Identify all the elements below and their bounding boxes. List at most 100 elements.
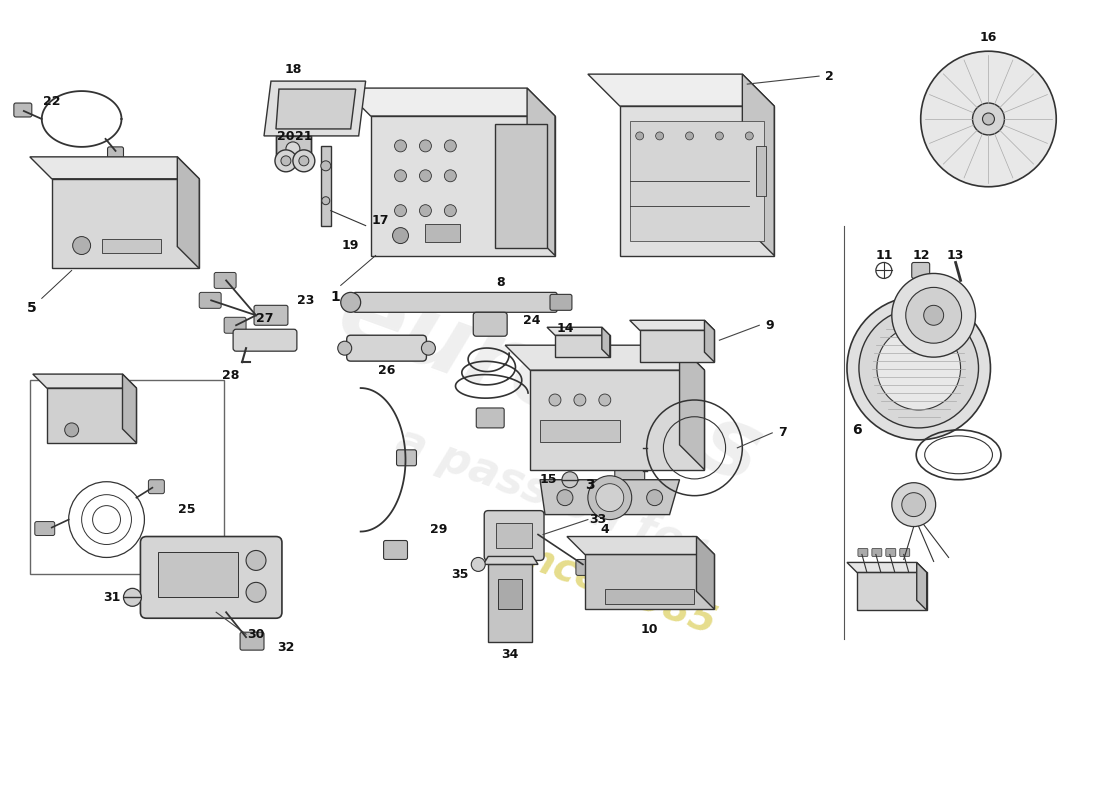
Polygon shape [527, 88, 556, 255]
Circle shape [299, 156, 309, 166]
Bar [426, 224, 460, 242]
Circle shape [859, 308, 979, 428]
FancyBboxPatch shape [396, 450, 417, 466]
Polygon shape [619, 106, 774, 255]
Circle shape [444, 205, 456, 217]
Polygon shape [540, 480, 680, 514]
Text: 34: 34 [502, 648, 519, 661]
Circle shape [471, 558, 485, 571]
Polygon shape [916, 562, 926, 610]
Text: 32: 32 [277, 641, 295, 654]
Text: 6: 6 [852, 423, 861, 437]
Circle shape [574, 394, 586, 406]
Bar [158, 553, 238, 598]
Polygon shape [343, 88, 556, 116]
Polygon shape [33, 374, 136, 388]
Polygon shape [47, 388, 136, 443]
Text: 24: 24 [524, 314, 541, 326]
Text: 16: 16 [980, 30, 998, 44]
Circle shape [65, 423, 78, 437]
Text: 11: 11 [876, 249, 892, 262]
Text: since 1985: since 1985 [488, 526, 722, 642]
FancyBboxPatch shape [615, 438, 645, 458]
Text: 23: 23 [297, 294, 315, 307]
Polygon shape [547, 327, 609, 335]
Text: 4: 4 [601, 523, 609, 536]
Text: 17: 17 [372, 214, 389, 227]
Circle shape [419, 170, 431, 182]
FancyBboxPatch shape [484, 510, 544, 561]
Polygon shape [276, 89, 355, 129]
Circle shape [395, 140, 407, 152]
Bar [488, 565, 532, 642]
Circle shape [444, 170, 456, 182]
FancyBboxPatch shape [912, 262, 930, 278]
Text: 25: 25 [177, 503, 195, 516]
Text: 26: 26 [378, 364, 395, 377]
Bar [496, 522, 532, 549]
Polygon shape [177, 157, 199, 269]
Text: a passion for: a passion for [389, 420, 711, 571]
Text: 2: 2 [825, 70, 834, 82]
Circle shape [596, 484, 624, 512]
Circle shape [421, 342, 436, 355]
Text: 31: 31 [102, 591, 120, 604]
Circle shape [715, 132, 724, 140]
FancyBboxPatch shape [233, 330, 297, 351]
Text: 30: 30 [248, 628, 265, 641]
Circle shape [892, 482, 936, 526]
Text: 8: 8 [496, 276, 505, 289]
FancyBboxPatch shape [199, 292, 221, 308]
Circle shape [321, 161, 331, 170]
Bar [321, 146, 331, 226]
FancyBboxPatch shape [550, 294, 572, 310]
Text: 27: 27 [256, 312, 274, 325]
Circle shape [598, 394, 611, 406]
Text: 18: 18 [284, 62, 301, 76]
Text: 3: 3 [585, 478, 595, 492]
Polygon shape [704, 320, 714, 362]
Circle shape [685, 132, 693, 140]
Text: 9: 9 [764, 318, 773, 332]
FancyBboxPatch shape [214, 273, 236, 288]
Text: 21: 21 [295, 130, 312, 143]
Circle shape [338, 342, 352, 355]
FancyBboxPatch shape [141, 537, 282, 618]
Circle shape [972, 103, 1004, 135]
Text: 14: 14 [557, 322, 574, 334]
Circle shape [395, 205, 407, 217]
Circle shape [322, 197, 330, 205]
Polygon shape [276, 136, 311, 159]
Text: 19: 19 [342, 239, 360, 252]
Circle shape [656, 132, 663, 140]
Text: 15: 15 [539, 474, 557, 486]
Polygon shape [52, 178, 199, 269]
Circle shape [924, 306, 944, 326]
Bar [498, 579, 522, 610]
Bar [757, 146, 767, 196]
FancyBboxPatch shape [900, 549, 910, 557]
Polygon shape [505, 345, 704, 370]
Circle shape [444, 140, 456, 152]
Polygon shape [640, 330, 714, 362]
Bar [540, 420, 619, 442]
Text: 35: 35 [452, 568, 469, 581]
Circle shape [557, 490, 573, 506]
Bar [101, 238, 162, 253]
Text: 29: 29 [430, 523, 447, 536]
Circle shape [636, 132, 644, 140]
Circle shape [246, 550, 266, 570]
Text: 28: 28 [222, 369, 240, 382]
Circle shape [73, 237, 90, 254]
FancyBboxPatch shape [148, 480, 164, 494]
FancyBboxPatch shape [240, 632, 264, 650]
Circle shape [393, 228, 408, 243]
FancyBboxPatch shape [886, 549, 895, 557]
FancyBboxPatch shape [476, 408, 504, 428]
FancyBboxPatch shape [346, 335, 427, 361]
Circle shape [877, 326, 960, 410]
Polygon shape [264, 81, 365, 136]
FancyBboxPatch shape [354, 292, 557, 312]
Circle shape [549, 394, 561, 406]
FancyBboxPatch shape [254, 306, 288, 326]
